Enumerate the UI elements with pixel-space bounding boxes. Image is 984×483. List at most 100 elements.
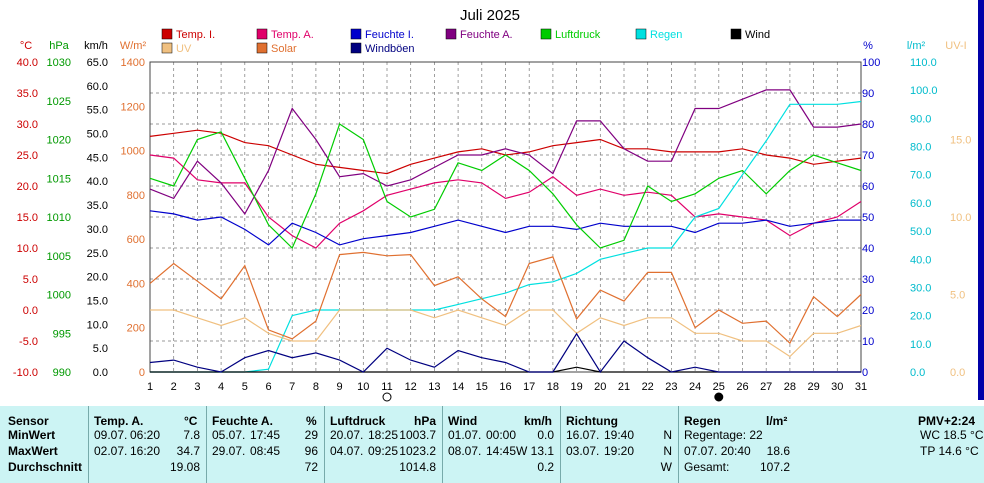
temp-value: 7.8 [183,428,200,442]
wind-time: 00:00 [486,428,517,442]
table-row: MinWert 09.07. 06:20 7.8 05.07. 17:45 29 20.07.… [0,428,984,444]
axis-tick-label: 15.0 [950,135,971,147]
x-tick-label: 22 [642,381,654,393]
hum-time: 17:45 [250,428,281,442]
legend-label: Temp. A. [271,29,314,41]
axis-unit: UV-I [945,40,966,52]
dir-time: 19:20 [604,444,635,458]
right-edge-bar [978,0,984,400]
series-line-feuchte-a- [149,89,862,215]
x-tick-label: 24 [689,381,701,393]
hum-date: 05.07. [212,428,246,442]
axis-tick-label: 40.0 [17,57,38,69]
x-tick-label: 12 [405,381,417,393]
rain-header: Regen [684,414,721,428]
axis-tick-label: 1010 [47,212,71,224]
weather-chart: Juli 2025 Temp. I. Temp. A. Feuchte I. Feuch… [13,7,971,402]
press-time: 09:25 [368,444,399,458]
axis-tick-label: 1030 [47,57,71,69]
dir-date: 16.07. [566,428,600,442]
axis-tick-label: 40 [862,243,874,255]
pmv-header: PMV+2:24 [918,414,976,428]
series-line-regen [150,100,862,373]
axis-tick-label: 0 [139,367,145,379]
hum-value: 72 [304,460,318,474]
axis-tick-label: 40.0 [87,176,108,188]
axis-tick-label: 1000 [121,146,145,158]
press-date: 20.07. [330,428,364,442]
wind-unit: km/h [524,414,553,428]
series-line-uv [150,309,862,358]
hum-date: 29.07. [212,444,246,458]
axis-tick-label: 15.0 [87,295,108,307]
series-line-windb-en [149,332,861,374]
x-tick-label: 14 [452,381,464,393]
x-tick-label: 11 [381,381,392,393]
temp-date: 02.07. [94,444,128,458]
x-tick-label: 27 [760,381,772,393]
axis-tick-label: -5.0 [19,336,38,348]
dir-value: N [663,444,672,458]
x-tick-label: 6 [265,381,271,393]
axis-unit: hPa [49,40,69,52]
x-tick-label: 26 [736,381,748,393]
x-tick-label: 5 [242,381,248,393]
x-tick-label: 15 [476,381,488,393]
legend-label: Feuchte A. [460,29,513,41]
legend-swatch [540,28,552,40]
x-tick-label: 9 [337,381,343,393]
legend-label: Regen [650,29,682,41]
wind-header: Wind [448,414,478,428]
rain-value: 107.2 [759,460,790,474]
x-tick-label: 17 [523,381,535,393]
hum-time: 08:45 [250,444,281,458]
axis-tick-label: 10.0 [17,243,38,255]
legend-label: Temp. I. [176,29,215,41]
axis-unit: % [863,40,873,52]
new-moon-marker [714,392,724,402]
wind-value: 0.0 [537,428,554,442]
legend-swatch [256,42,268,54]
press-value: 1003.7 [399,428,436,442]
axis-tick-label: 10.0 [87,319,108,331]
press-time: 18:25 [368,428,399,442]
x-tick-label: 21 [618,381,630,393]
axis-tick-label: 50 [862,212,874,224]
axis-tick-label: 80.0 [910,142,931,154]
axis-tick-label: 5.0 [950,290,965,302]
x-tick-label: 28 [784,381,796,393]
axis-tick-label: 30.0 [87,224,108,236]
wind-date: 01.07. [448,428,482,442]
legend-swatch [256,28,268,40]
axis-tick-label: 600 [127,234,145,246]
x-tick-label: 7 [289,381,295,393]
axis-tick-label: 1015 [47,173,71,185]
temp-time: 06:20 [130,428,161,442]
axis-tick-label: 20.0 [910,311,931,323]
x-tick-label: 18 [547,381,559,393]
temp-value: 19.08 [169,460,200,474]
press-unit: hPa [414,414,437,428]
axis-tick-label: 40.0 [910,254,931,266]
axis-tick-label: 200 [127,323,145,335]
rain-label: Regentage: 22 [684,428,763,442]
legend-label: UV [176,43,192,55]
x-tick-label: 19 [570,381,582,393]
axis-tick-label: 80 [862,119,874,131]
x-tick-label: 25 [713,381,725,393]
axis-tick-label: 800 [127,190,145,202]
x-tick-label: 31 [855,381,867,393]
x-tick-label: 1 [147,381,153,393]
axis-unit: °C [20,40,32,52]
press-date: 04.07. [330,444,364,458]
column-separator [88,406,89,483]
x-tick-label: 16 [499,381,511,393]
column-separator [678,406,679,483]
axis-tick-label: 400 [127,278,145,290]
axis-tick-label: 1020 [47,135,71,147]
axis-tick-label: 35.0 [17,88,38,100]
chart-title: Juli 2025 [460,7,520,24]
axis-tick-label: 10.0 [910,339,931,351]
axis-tick-label: 1005 [47,251,71,263]
x-tick-label: 13 [428,381,440,393]
